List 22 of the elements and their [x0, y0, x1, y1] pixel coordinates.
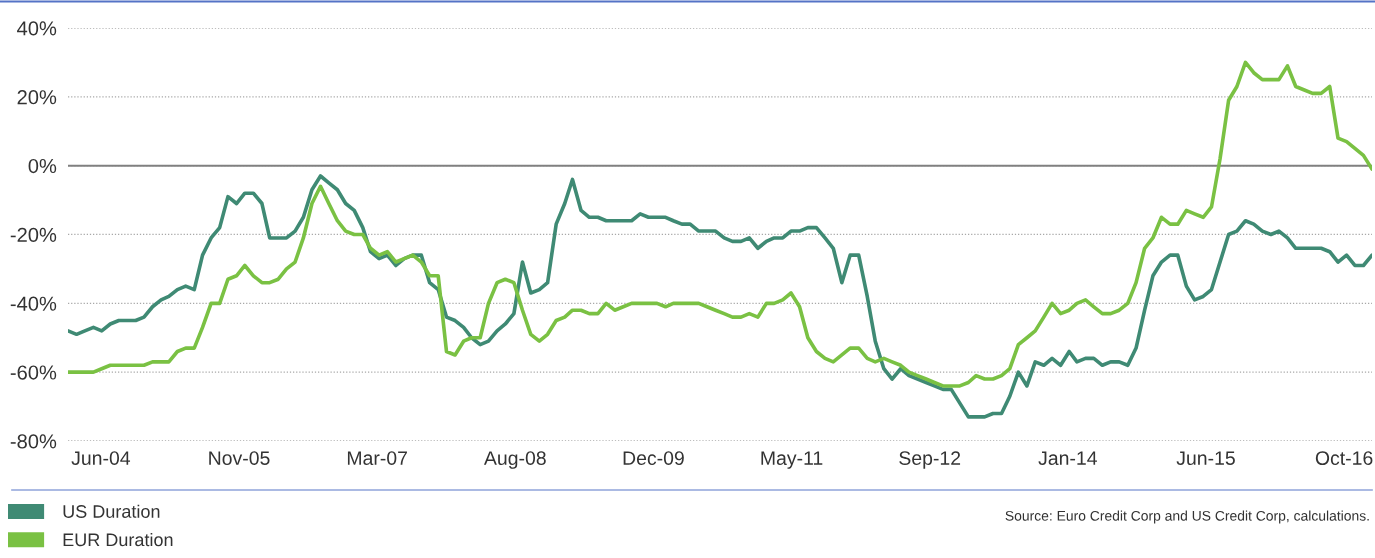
y-tick-label: 40%: [17, 21, 57, 36]
y-tick-label: -40%: [10, 296, 57, 311]
x-tick-label: Dec-09: [623, 451, 684, 465]
x-tick-label: Jun-15: [1176, 451, 1235, 465]
line-series: [68, 174, 1372, 419]
y-tick-label: 20%: [17, 90, 57, 105]
legend-label: US Duration: [63, 504, 160, 518]
x-tick-label: May-11: [761, 451, 823, 469]
x-tick-label: Jan-14: [1038, 451, 1097, 465]
legend-label: EUR Duration: [63, 532, 173, 547]
x-tick-label: Sep-12: [899, 451, 961, 469]
y-tick-label: 0%: [28, 158, 57, 174]
x-tick-label: Nov-05: [209, 451, 270, 465]
x-tick-label: Aug-08: [483, 451, 546, 469]
source-note: Source: Euro Credit Corp and US Credit Corp, calculations.: [1005, 510, 1369, 524]
x-tick-label: Oct-16: [1315, 451, 1373, 465]
y-tick-label: -20%: [10, 227, 57, 242]
y-tick-label: -60%: [10, 365, 57, 380]
line-series: [68, 60, 1372, 388]
y-tick-label: -80%: [10, 434, 57, 449]
x-tick-label: Jun-04: [71, 451, 131, 465]
x-tick-label: Mar-07: [347, 451, 407, 465]
